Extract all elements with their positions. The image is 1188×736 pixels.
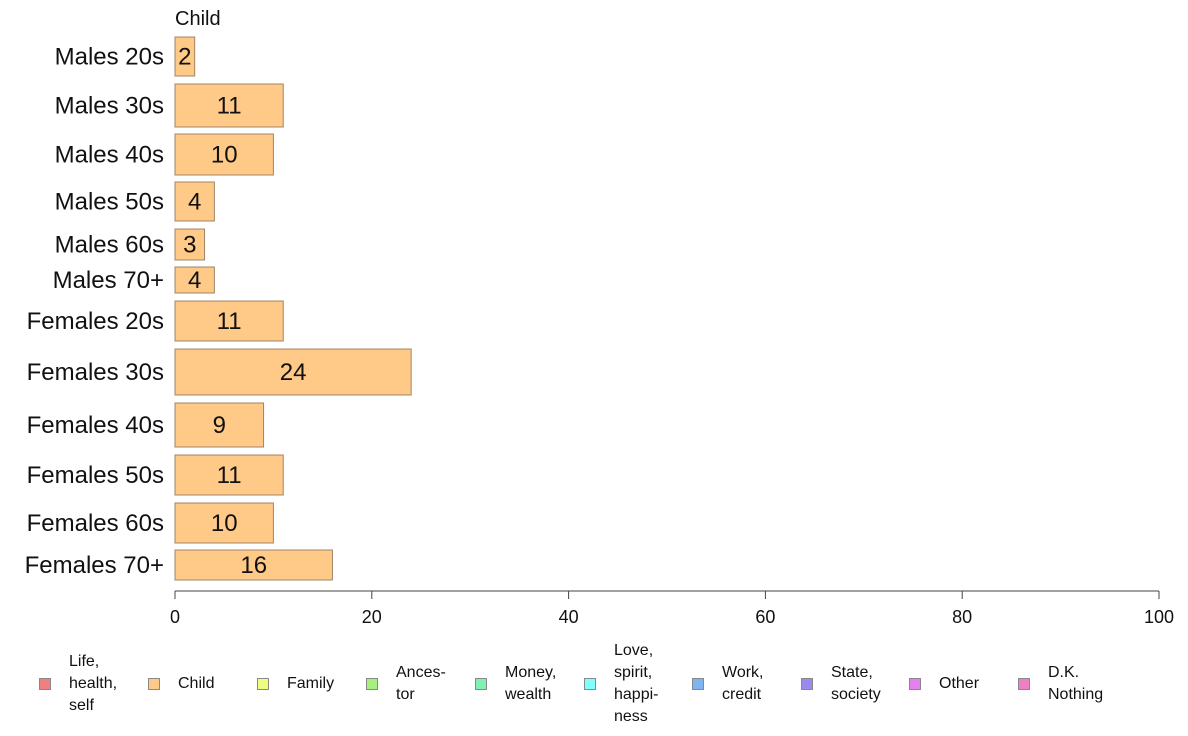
category-label: Males 50s	[55, 189, 164, 216]
bar-value-label: 11	[217, 308, 242, 335]
category-label: Males 20s	[55, 44, 164, 71]
x-tick-label: 0	[170, 607, 180, 627]
bar	[174, 266, 215, 294]
legend-swatch	[148, 678, 160, 690]
category-label: Females 50s	[27, 462, 164, 489]
category-label: Females 60s	[27, 510, 164, 537]
legend-label: Other	[939, 675, 980, 692]
legend-swatch	[584, 678, 596, 690]
x-tick-label: 40	[559, 607, 579, 627]
bar	[174, 454, 284, 496]
category-label: Females 20s	[27, 308, 164, 335]
legend-label: Ances- tor	[396, 664, 446, 703]
category-label: Females 70+	[25, 552, 164, 579]
bar-value-label: 11	[217, 93, 242, 120]
chart-title: Child	[175, 8, 221, 30]
legend-label: Work, credit	[722, 664, 764, 703]
x-tick-label: 20	[362, 607, 382, 627]
bar-value-label: 24	[280, 359, 307, 386]
legend-item: Family	[257, 640, 334, 728]
x-tick-label: 80	[952, 607, 972, 627]
legend-item: Life, health, self	[39, 640, 117, 728]
bar-value-label: 11	[217, 462, 242, 489]
bar-value-label: 2	[178, 44, 191, 71]
bar	[174, 36, 196, 77]
category-label: Males 60s	[55, 232, 164, 259]
bar	[174, 300, 284, 342]
legend-item: Money, wealth	[475, 640, 556, 728]
legend-label: State, society	[831, 664, 881, 703]
category-label: Males 70+	[53, 267, 164, 294]
x-tick-label: 60	[755, 607, 775, 627]
legend-swatch	[692, 678, 704, 690]
legend-item: Ances- tor	[366, 640, 446, 728]
bar-value-label: 16	[240, 552, 267, 579]
legend-swatch	[475, 678, 487, 690]
legend-item: State, society	[801, 640, 881, 728]
legend-swatch	[39, 678, 51, 690]
legend-item: Child	[148, 640, 214, 728]
bar	[174, 133, 274, 176]
bars-group: Males 20s 2 Males 30s 11 Males 40s 10 Males 50…	[25, 36, 412, 581]
bar-value-label: 4	[188, 267, 201, 294]
bar-value-label: 9	[213, 412, 226, 439]
bar-value-label: 10	[211, 510, 238, 537]
legend-item: Love, spirit, happi- ness	[584, 640, 658, 728]
legend-label: Life, health, self	[69, 653, 118, 714]
legend-label: D.K. Nothing	[1048, 664, 1104, 703]
legend-label: Child	[178, 675, 215, 692]
legend-swatch	[257, 678, 269, 690]
legend-label: Money, wealth	[505, 664, 557, 703]
bar	[174, 502, 274, 544]
legend-label: Family	[287, 675, 335, 692]
legend-swatch	[1018, 678, 1030, 690]
category-label: Males 30s	[55, 93, 164, 120]
legend-label: Love, spirit, happi- ness	[614, 642, 659, 725]
bar	[174, 549, 333, 581]
bar	[174, 402, 265, 448]
legend-item: Other	[909, 640, 979, 728]
bar-value-label: 3	[183, 232, 196, 259]
bar	[174, 83, 284, 128]
legend-swatch	[366, 678, 378, 690]
category-label: Males 40s	[55, 142, 164, 169]
x-axis: 0 20 40 60 80 100	[170, 590, 1174, 627]
legend-item: D.K. Nothing	[1018, 640, 1103, 728]
legend-swatch	[801, 678, 813, 690]
x-tick-label: 100	[1144, 607, 1174, 627]
bar	[174, 348, 412, 396]
legend: Life, health, self Child Family Ances- tor M…	[0, 640, 1188, 736]
bar	[174, 228, 206, 261]
legend-item: Work, credit	[692, 640, 763, 728]
bar	[174, 181, 215, 222]
bar-value-label: 4	[188, 189, 201, 216]
category-label: Females 30s	[27, 359, 164, 386]
category-label: Females 40s	[27, 412, 164, 439]
legend-swatch	[909, 678, 921, 690]
bar-value-label: 10	[211, 142, 238, 169]
